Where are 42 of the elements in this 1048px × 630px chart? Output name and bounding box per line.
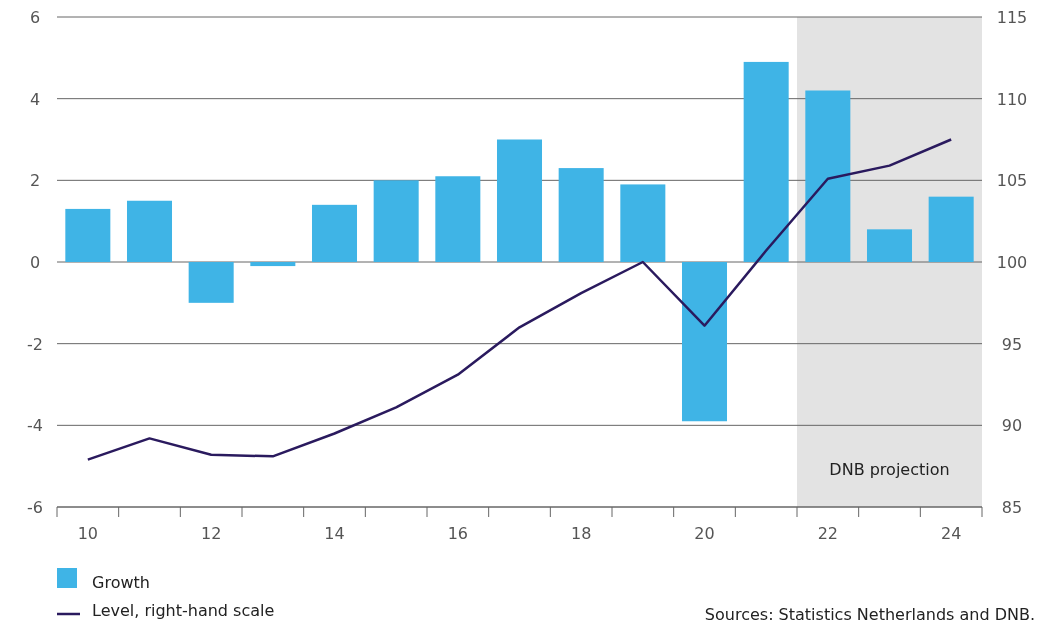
y-tick-label: -6: [27, 498, 43, 517]
x-tick-label: 24: [940, 524, 962, 543]
x-tick-label: 12: [200, 524, 222, 543]
y2-tick-label: 115: [996, 8, 1028, 27]
bar: [743, 61, 789, 262]
x-tick-label: 16: [447, 524, 469, 543]
y-tick-label: 0: [29, 253, 41, 272]
y-tick-label: -4: [27, 416, 43, 436]
bar: [558, 168, 604, 262]
y2-tick-label: 100: [996, 253, 1028, 272]
y2-tick-label: 95: [1001, 334, 1023, 354]
y2-tick-label: 85: [1001, 498, 1023, 517]
bar: [65, 208, 111, 262]
x-tick-label: 14: [324, 524, 345, 543]
y-tick-label: 4: [29, 89, 41, 109]
bar: [188, 262, 234, 303]
line-series: [86, 138, 953, 461]
bar: [620, 184, 666, 262]
bar: [805, 90, 851, 262]
x-tick-label: 18: [570, 524, 592, 543]
bar: [126, 200, 173, 262]
band-label: DNB projection: [829, 460, 950, 479]
bar: [928, 196, 974, 262]
y-tick-label: 6: [29, 8, 41, 27]
source-note: Sources: Statistics Netherlands and DNB.: [704, 605, 1035, 624]
bar: [681, 262, 728, 422]
y-tick-label: -2: [27, 334, 43, 354]
y2-tick-label: 110: [996, 89, 1028, 109]
legend-label: Growth: [92, 573, 150, 592]
legend-label: Level, right-hand scale: [92, 601, 275, 620]
bar: [250, 262, 296, 267]
y-tick-label: 2: [29, 171, 41, 191]
bar: [373, 180, 419, 262]
bar: [311, 204, 358, 262]
bar: [435, 176, 481, 262]
x-tick-label: 10: [77, 524, 99, 543]
x-tick-label: 20: [694, 524, 715, 543]
x-tick-label: 22: [817, 524, 839, 543]
bar: [866, 229, 913, 262]
bar: [496, 139, 543, 262]
y2-tick-label: 105: [996, 171, 1028, 191]
y2-tick-label: 90: [1001, 416, 1023, 436]
